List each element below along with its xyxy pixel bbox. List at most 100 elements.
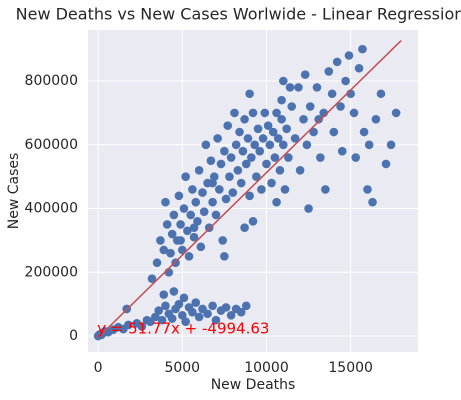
point (277, 95, 286, 105)
point (391, 108, 401, 118)
y-tick-label: 0 (69, 328, 78, 344)
point (167, 314, 177, 323)
point (215, 185, 224, 194)
point (208, 197, 217, 207)
point (381, 159, 391, 169)
point (156, 236, 165, 245)
point (236, 307, 246, 317)
point (258, 134, 268, 143)
point (124, 320, 133, 330)
point (321, 185, 330, 194)
point (272, 108, 281, 118)
point (245, 191, 254, 201)
point (324, 67, 334, 76)
point (174, 191, 184, 201)
point (228, 188, 238, 197)
point (181, 317, 190, 327)
point (300, 70, 310, 79)
point (213, 134, 222, 143)
point (305, 102, 315, 111)
point (211, 315, 221, 325)
point (279, 140, 288, 150)
point (279, 76, 288, 86)
point (221, 303, 231, 312)
point (208, 178, 217, 188)
point (161, 197, 170, 207)
point (255, 146, 265, 156)
point (252, 172, 261, 181)
point (282, 124, 291, 134)
point (159, 245, 169, 255)
point (188, 185, 197, 194)
point (157, 315, 167, 325)
point (241, 159, 251, 169)
point (151, 312, 160, 322)
point (211, 210, 221, 220)
point (314, 114, 323, 124)
point (260, 108, 270, 118)
point (284, 153, 293, 162)
x-tick-label: 10000 (244, 360, 289, 376)
point (304, 204, 313, 213)
point (363, 185, 372, 194)
point (250, 140, 259, 150)
point (167, 229, 177, 239)
point (201, 140, 211, 150)
point (364, 140, 374, 150)
point (280, 185, 290, 194)
point (186, 210, 196, 220)
point (351, 153, 361, 162)
point (247, 153, 256, 162)
point (240, 223, 249, 232)
point (176, 236, 185, 245)
point (359, 127, 369, 137)
point (235, 127, 244, 137)
point (225, 172, 234, 181)
point (174, 299, 184, 309)
point (198, 188, 207, 197)
x-tick-label: 0 (94, 360, 103, 376)
point (169, 287, 179, 296)
point (221, 194, 231, 204)
point (154, 306, 164, 315)
point (312, 83, 322, 92)
point (262, 159, 271, 169)
point (344, 51, 354, 60)
point (295, 165, 305, 175)
y-tick-label: 600000 (25, 137, 78, 153)
point (248, 216, 258, 226)
point (231, 140, 241, 150)
point (368, 197, 377, 207)
point (176, 220, 185, 229)
point (179, 204, 189, 213)
point (243, 134, 253, 143)
point (337, 146, 347, 156)
point (316, 153, 325, 162)
point (376, 89, 386, 99)
point (191, 298, 201, 307)
point (233, 165, 243, 175)
point (194, 312, 204, 322)
point (263, 121, 273, 130)
point (248, 108, 258, 118)
point (285, 83, 295, 92)
point (191, 197, 201, 207)
point (341, 76, 350, 86)
x-tick-label: 15000 (328, 360, 373, 376)
point (265, 140, 275, 150)
point (152, 258, 162, 268)
regression-line (97, 40, 402, 339)
y-tick-label: 400000 (25, 201, 78, 217)
point (270, 153, 280, 162)
point (161, 301, 170, 311)
plot-background (88, 30, 418, 352)
point (277, 114, 286, 124)
point (273, 134, 283, 143)
point (332, 57, 342, 67)
point (329, 127, 339, 137)
point (194, 165, 204, 175)
point (220, 146, 229, 156)
point (203, 309, 212, 319)
point (159, 290, 169, 299)
